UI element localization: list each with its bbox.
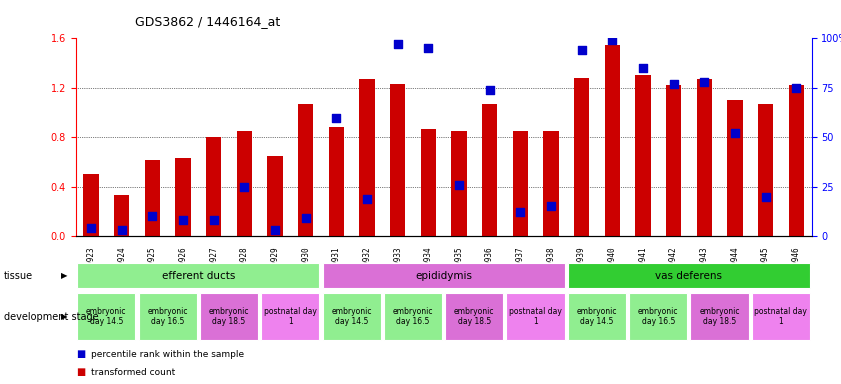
Text: embryonic
day 16.5: embryonic day 16.5 xyxy=(393,307,433,326)
Bar xyxy=(666,85,681,236)
Bar xyxy=(696,79,712,236)
Bar xyxy=(329,127,344,236)
Bar xyxy=(629,293,687,341)
Bar xyxy=(758,104,773,236)
Point xyxy=(759,194,772,200)
Text: percentile rank within the sample: percentile rank within the sample xyxy=(91,350,244,359)
Text: embryonic
day 14.5: embryonic day 14.5 xyxy=(86,307,127,326)
Point xyxy=(84,225,98,231)
Bar xyxy=(298,104,314,236)
Text: embryonic
day 14.5: embryonic day 14.5 xyxy=(577,307,617,326)
Bar xyxy=(513,131,528,236)
Point xyxy=(421,45,435,51)
Text: ■: ■ xyxy=(76,349,85,359)
Point xyxy=(360,195,373,202)
Point xyxy=(115,227,129,233)
Text: vas deferens: vas deferens xyxy=(655,270,722,281)
Bar xyxy=(359,79,374,236)
Bar xyxy=(752,293,810,341)
Bar xyxy=(175,158,191,236)
Bar xyxy=(77,263,320,288)
Text: epididymis: epididymis xyxy=(415,270,472,281)
Point xyxy=(728,130,742,136)
Bar xyxy=(482,104,497,236)
Point xyxy=(238,184,251,190)
Text: development stage: development stage xyxy=(4,312,99,322)
Bar xyxy=(568,263,810,288)
Bar xyxy=(727,100,743,236)
Text: embryonic
day 14.5: embryonic day 14.5 xyxy=(331,307,372,326)
Point xyxy=(483,87,496,93)
Bar xyxy=(390,84,405,236)
Text: embryonic
day 16.5: embryonic day 16.5 xyxy=(147,307,188,326)
Text: embryonic
day 16.5: embryonic day 16.5 xyxy=(638,307,679,326)
Point xyxy=(575,47,589,53)
Bar xyxy=(605,45,620,236)
Point xyxy=(697,79,711,85)
Point xyxy=(514,209,527,215)
Text: embryonic
day 18.5: embryonic day 18.5 xyxy=(700,307,740,326)
Text: embryonic
day 18.5: embryonic day 18.5 xyxy=(454,307,495,326)
Bar xyxy=(236,131,252,236)
Bar xyxy=(206,137,221,236)
Point xyxy=(544,204,558,210)
Bar xyxy=(568,293,626,341)
Bar xyxy=(262,293,320,341)
Bar xyxy=(420,129,436,236)
Bar xyxy=(543,131,558,236)
Bar xyxy=(267,156,283,236)
Text: postnatal day
1: postnatal day 1 xyxy=(754,307,807,326)
Text: transformed count: transformed count xyxy=(91,368,175,377)
Point xyxy=(606,37,619,43)
Point xyxy=(299,215,312,222)
Bar xyxy=(139,293,197,341)
Point xyxy=(330,114,343,121)
Bar xyxy=(445,293,504,341)
Point xyxy=(268,227,282,233)
Bar xyxy=(452,131,467,236)
Bar xyxy=(200,293,258,341)
Point xyxy=(636,65,649,71)
Point xyxy=(391,41,405,47)
Bar xyxy=(383,293,442,341)
Bar xyxy=(635,76,651,236)
Text: postnatal day
1: postnatal day 1 xyxy=(264,307,317,326)
Point xyxy=(452,182,466,188)
Bar xyxy=(789,85,804,236)
Bar xyxy=(83,174,98,236)
Bar xyxy=(322,293,381,341)
Text: ■: ■ xyxy=(76,367,85,377)
Bar xyxy=(574,78,590,236)
Bar xyxy=(506,293,565,341)
Bar xyxy=(77,293,135,341)
Text: GDS3862 / 1446164_at: GDS3862 / 1446164_at xyxy=(135,15,280,28)
Point xyxy=(145,214,159,220)
Point xyxy=(790,85,803,91)
Text: efferent ducts: efferent ducts xyxy=(161,270,235,281)
Text: embryonic
day 18.5: embryonic day 18.5 xyxy=(209,307,249,326)
Bar xyxy=(114,195,130,236)
Point xyxy=(177,217,190,223)
Text: tissue: tissue xyxy=(4,271,34,281)
Text: postnatal day
1: postnatal day 1 xyxy=(509,307,562,326)
Bar xyxy=(322,263,565,288)
Bar xyxy=(145,159,160,236)
Point xyxy=(667,81,680,87)
Text: ▶: ▶ xyxy=(61,312,67,321)
Bar xyxy=(690,293,748,341)
Text: ▶: ▶ xyxy=(61,271,67,280)
Point xyxy=(207,217,220,223)
